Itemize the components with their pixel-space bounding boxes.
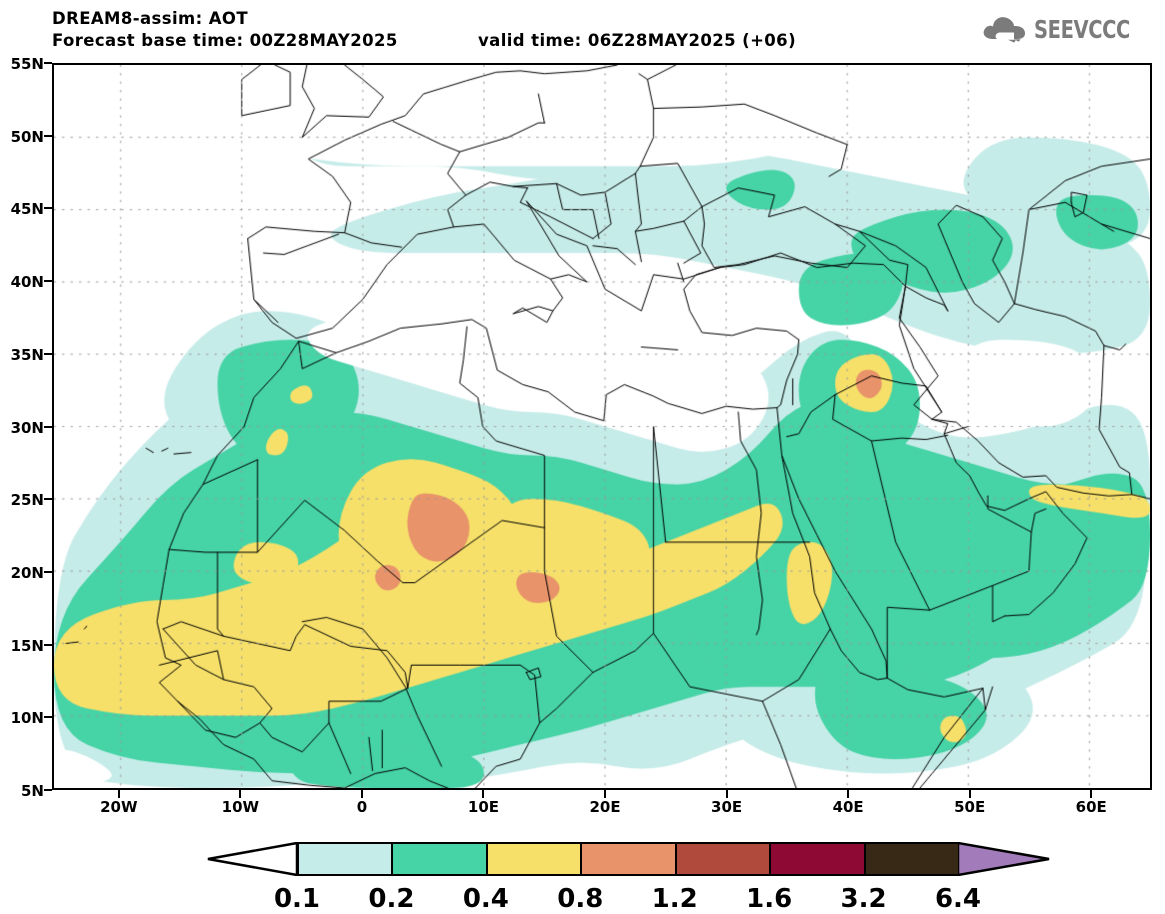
colorbar-under-arrow-outline <box>207 842 299 876</box>
colorbar-segment <box>391 842 488 876</box>
x-axis-tick-label: 10W <box>221 798 260 816</box>
forecast-valid-time: valid time: 06Z28MAY2025 (+06) <box>478 31 797 50</box>
y-axis-tick-label: 45N <box>10 200 44 219</box>
y-axis-tick-label: 20N <box>10 563 44 582</box>
y-axis-tick <box>44 134 52 137</box>
x-axis-tick <box>239 790 242 798</box>
y-axis-tick <box>44 352 52 355</box>
y-axis-tick-label: 55N <box>10 55 44 73</box>
y-axis-tick-label: 50N <box>10 127 44 146</box>
y-axis-tick <box>44 716 52 719</box>
colorbar-tick-label: 3.2 <box>840 884 887 914</box>
x-axis-tick-label: 40E <box>832 798 864 816</box>
x-axis-tick <box>847 790 850 798</box>
x-axis-tick-label: 20W <box>100 798 138 816</box>
colorbar-tick-label: 0.4 <box>462 884 509 914</box>
x-axis-tick-label: 10E <box>467 798 500 816</box>
colorbar-segment <box>297 842 394 876</box>
y-axis-tick <box>44 280 52 283</box>
colorbar-tick-label: 1.6 <box>746 884 793 914</box>
y-axis-tick-label: 35N <box>10 345 44 364</box>
colorbar-tick-label: 1.2 <box>651 884 698 914</box>
y-axis-tick <box>44 643 52 646</box>
y-axis-tick-label: 30N <box>10 418 44 437</box>
y-axis-tick-label: 25N <box>10 491 44 510</box>
colorbar-tick-label: 0.1 <box>273 884 321 914</box>
seevccc-logo: SEEVCCC <box>981 12 1157 46</box>
x-axis-tick <box>482 790 485 798</box>
y-axis-tick <box>44 62 52 64</box>
colorbar-tick-label: 0.2 <box>368 884 415 914</box>
colorbar-over-arrow <box>958 842 1050 876</box>
x-axis-tick-label: 0 <box>356 798 368 816</box>
x-axis-tick <box>968 790 971 798</box>
y-axis-tick <box>44 498 52 501</box>
colorbar-segment <box>580 842 677 876</box>
y-axis-tick <box>44 207 52 210</box>
colorbar-tick-label: 0.8 <box>557 884 604 914</box>
x-axis-tick-label: 20E <box>589 798 621 816</box>
x-axis-tick-label: 50E <box>954 798 986 816</box>
x-axis-tick <box>725 790 728 798</box>
colorbar-tick-label: 6.4 <box>934 884 982 914</box>
colorbar-segment <box>769 842 866 876</box>
y-axis-tick <box>44 425 52 428</box>
chart-header: DREAM8-assim: AOT Forecast base time: 00… <box>0 0 1165 62</box>
y-axis-tick <box>44 789 52 791</box>
y-axis-tick-label: 15N <box>10 636 44 655</box>
map-plot-area <box>52 63 1152 790</box>
x-axis-tick <box>604 790 607 798</box>
x-axis-tick <box>1090 790 1093 798</box>
forecast-base-time: Forecast base time: 00Z28MAY2025 <box>52 31 398 50</box>
y-axis-tick <box>44 570 52 573</box>
x-axis-tick-label: 60E <box>1075 798 1107 816</box>
x-axis-tick <box>360 790 363 798</box>
logo-text: SEEVCCC <box>1033 14 1130 44</box>
y-axis-tick-label: 40N <box>10 273 44 292</box>
x-axis-tick <box>117 790 120 798</box>
colorbar-segment <box>674 842 772 876</box>
y-axis-tick-label: 10N <box>10 709 44 728</box>
y-axis-tick-label: 5N <box>21 782 44 800</box>
colorbar-segment <box>863 842 960 876</box>
colorbar-segment <box>485 842 583 876</box>
aot-contour-map <box>54 65 1150 788</box>
colorbar: 0.1 0.2 0.4 0.8 1.2 1.6 3.2 6.4 <box>0 836 1165 914</box>
colorbar-bar: 0.1 0.2 0.4 0.8 1.2 1.6 3.2 6.4 <box>207 842 1050 914</box>
x-axis-tick-label: 30E <box>711 798 743 816</box>
cloud-icon <box>981 14 1027 44</box>
model-title: DREAM8-assim: AOT <box>52 9 249 28</box>
